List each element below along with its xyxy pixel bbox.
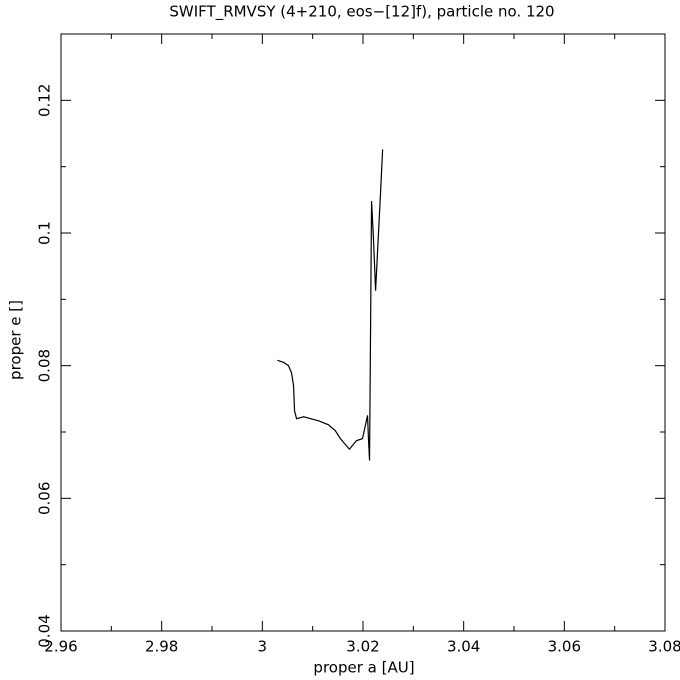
x-tick-label: 3.08 — [648, 638, 680, 656]
chart-title: SWIFT_RMVSY (4+210, eos−[12]f), particle… — [169, 3, 554, 22]
y-axis-label: proper e [] — [7, 300, 25, 380]
y-tick-label: 0.1 — [36, 221, 54, 245]
y-tick-label: 0.04 — [36, 614, 54, 647]
y-tick-label: 0.12 — [36, 84, 54, 117]
x-tick-label: 3.02 — [346, 638, 379, 656]
x-tick-label: 2.98 — [145, 638, 178, 656]
x-tick-label: 2.96 — [44, 638, 77, 656]
x-axis-label: proper a [AU] — [313, 659, 414, 677]
x-tick-label: 3.04 — [447, 638, 480, 656]
x-tick-label: 3.06 — [548, 638, 581, 656]
y-tick-label: 0.08 — [36, 349, 54, 382]
y-tick-label: 0.06 — [36, 482, 54, 515]
x-tick-label: 3 — [258, 638, 268, 656]
data-line — [277, 149, 384, 461]
